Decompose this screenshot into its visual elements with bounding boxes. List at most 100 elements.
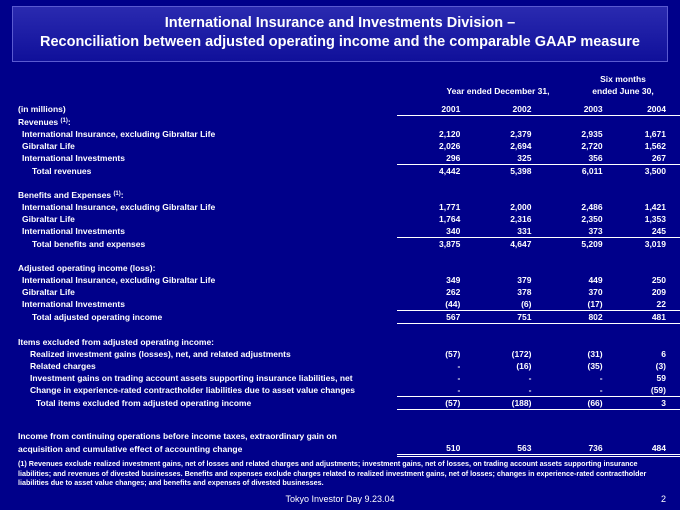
cell: 1,353 — [644, 214, 666, 224]
section-header-row: Adjusted operating income (loss): — [18, 262, 680, 274]
table-row: International Insurance, excluding Gibra… — [18, 274, 680, 286]
table-row: Change in experience-rated contractholde… — [18, 384, 680, 397]
cell: 59 — [656, 373, 666, 383]
cell: 373 — [539, 225, 611, 238]
six-months-header-line1: Six months — [600, 74, 646, 84]
cell: 4,647 — [510, 239, 532, 249]
cell: - — [528, 373, 532, 383]
column-header-row: (in millions) 2001 2002 2003 2004 — [18, 103, 680, 116]
cell: 3,875 — [439, 239, 461, 249]
row-label: International Insurance, excluding Gibra… — [22, 275, 216, 285]
footer-event: Tokyo Investor Day 9.23.04 — [285, 494, 395, 504]
table-row: Investment gains on trading account asse… — [18, 372, 680, 384]
cell: 5,209 — [581, 239, 603, 249]
cell: 5,398 — [510, 166, 532, 176]
row-label: International Investments — [22, 226, 125, 237]
total-row: Total adjusted operating income 567 751 … — [18, 310, 680, 324]
table-row: International Insurance, excluding Gibra… — [18, 201, 680, 213]
row-label: Total items excluded from adjusted opera… — [36, 398, 252, 408]
cell: 2,316 — [510, 214, 532, 224]
cell: (66) — [539, 396, 611, 410]
cell: 449 — [588, 275, 603, 285]
six-months-header-line2: ended June 30, — [592, 86, 654, 96]
cell: (172) — [511, 349, 532, 359]
cell: 1,764 — [439, 214, 461, 224]
row-label: Related charges — [30, 361, 96, 371]
cell: (59) — [610, 384, 680, 397]
table-row: Gibraltar Life 2,026 2,694 2,720 1,562 — [18, 140, 680, 152]
cell: 510 — [397, 442, 469, 457]
cell: (44) — [397, 298, 469, 311]
cell: - — [457, 361, 461, 371]
cell: 6,011 — [581, 166, 603, 176]
cell: - — [539, 384, 611, 397]
cell: (57) — [397, 396, 469, 410]
page-title-line1: International Insurance and Investments … — [164, 15, 516, 31]
cell: 567 — [397, 310, 469, 324]
footnote: (1) Revenues exclude realized investment… — [18, 459, 647, 487]
cell: 2,000 — [510, 202, 532, 212]
section-header-row: Benefits and Expenses (1): — [18, 189, 680, 201]
row-label: Total adjusted operating income — [32, 312, 163, 322]
cell: 2,026 — [439, 141, 461, 151]
cell: 325 — [468, 152, 540, 165]
cell: 340 — [397, 225, 469, 238]
cell: 2,486 — [581, 202, 603, 212]
cell: 245 — [610, 225, 680, 238]
cell: 2,120 — [439, 129, 461, 139]
cell: 356 — [539, 152, 611, 165]
row-label: Gibraltar Life — [22, 141, 75, 151]
cell: 4,442 — [439, 166, 461, 176]
cell: (6) — [468, 298, 540, 311]
cell: 3,500 — [644, 166, 666, 176]
cell: - — [397, 384, 469, 397]
table-row: Related charges - (16) (35) (3) — [18, 360, 680, 372]
cell: 22 — [610, 298, 680, 311]
cell: 262 — [446, 287, 461, 297]
cell: 3,019 — [644, 239, 666, 249]
row-label: International Investments — [22, 153, 125, 164]
income-label-line1: Income from continuing operations before… — [18, 431, 337, 441]
table-row: International Investments (44) (6) (17) … — [18, 298, 680, 311]
table-row: Gibraltar Life 1,764 2,316 2,350 1,353 — [18, 213, 680, 225]
total-row: Total revenues 4,442 5,398 6,011 3,500 — [18, 165, 680, 178]
cell: 2,350 — [581, 214, 603, 224]
table-row: International Investments 296 325 356 26… — [18, 152, 680, 165]
cell: 267 — [610, 152, 680, 165]
column-header-2004: 2004 — [610, 103, 680, 116]
title-bar: International Insurance and Investments … — [12, 6, 668, 62]
total-row: Total benefits and expenses 3,875 4,647 … — [18, 238, 680, 251]
row-label: Total revenues — [32, 165, 92, 176]
cell: 2,720 — [581, 141, 603, 151]
cell: 349 — [446, 275, 461, 285]
cell: (188) — [468, 396, 540, 410]
cell: 481 — [610, 310, 680, 324]
cell: (3) — [655, 361, 666, 371]
cell: 3 — [610, 396, 680, 410]
cell: 296 — [397, 152, 469, 165]
cell: 751 — [468, 310, 540, 324]
cell: (16) — [516, 361, 532, 371]
units-label: (in millions) — [18, 104, 66, 115]
cell: 1,421 — [644, 202, 666, 212]
cell: 2,379 — [510, 129, 532, 139]
row-label: Gibraltar Life — [22, 287, 75, 297]
page-title-line2: Reconciliation between adjusted operatin… — [39, 34, 640, 50]
cell: 1,771 — [439, 202, 461, 212]
cell: 802 — [539, 310, 611, 324]
table-row: International Investments 340 331 373 24… — [18, 225, 680, 238]
row-label: Investment gains on trading account asse… — [30, 373, 353, 383]
cell: (17) — [539, 298, 611, 311]
row-label: International Investments — [22, 299, 125, 310]
cell: 2,935 — [581, 129, 603, 139]
row-label: Gibraltar Life — [22, 214, 75, 224]
income-label-line2: acquisition and cumulative effect of acc… — [18, 443, 243, 454]
row-label: International Insurance, excluding Gibra… — [22, 202, 216, 212]
benefits-heading: Benefits and Expenses (1): — [18, 190, 124, 200]
page-number: 2 — [660, 494, 666, 504]
cell: (31) — [587, 349, 603, 359]
cell: 736 — [539, 442, 611, 457]
cell: 250 — [651, 275, 666, 285]
cell: - — [457, 373, 461, 383]
row-label: Realized investment gains (losses), net,… — [30, 349, 291, 359]
